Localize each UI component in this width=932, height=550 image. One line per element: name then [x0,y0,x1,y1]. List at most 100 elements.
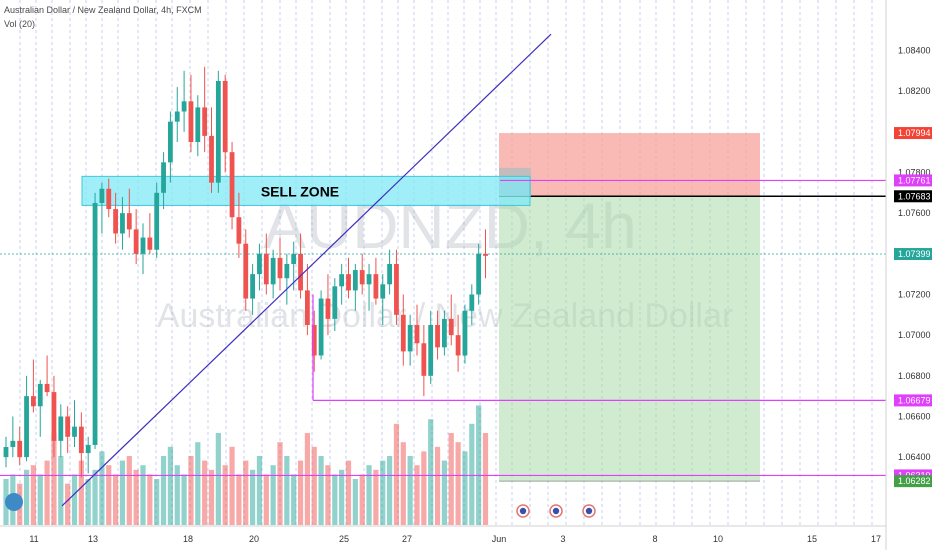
volume-bar [414,465,420,525]
candle-body [483,253,488,256]
candle-body [133,229,139,254]
short-position-tool[interactable] [499,133,886,482]
volume-bar [119,460,126,525]
candle-body [99,188,105,203]
candle-body [448,318,454,336]
volume-bar [243,460,249,525]
price-tag-label: 1.06679 [898,395,931,405]
price-tag-box[interactable] [894,127,932,140]
candle-body [373,274,379,299]
trend-line[interactable] [61,33,552,507]
price-tick-label: 1.06600 [898,411,931,421]
volume-bar [174,465,180,525]
horizontal-levels[interactable] [0,179,886,477]
volume-bar [58,456,64,525]
candle-body [92,202,98,445]
candle-body [462,310,468,356]
stop-loss-area[interactable] [499,133,760,197]
price-tag-label: 1.06282 [898,476,931,486]
candle-body [421,343,427,376]
candle-body [195,107,201,142]
price-tick-label: 1.06400 [898,452,931,462]
candle-body [305,290,310,325]
time-axis[interactable]: 11 13 18 20 25 27 Jun 3 8 10 15 17 [0,525,886,544]
volume-bar [229,446,235,525]
candle-body [181,101,187,112]
event-dot [552,507,560,515]
volume-bar [71,474,78,525]
volume-bar [188,456,194,525]
price-tag-label: 1.07761 [898,175,931,185]
candle-body [140,237,146,254]
volume-bar [167,446,173,525]
volume-bar [482,433,489,525]
candlesticks [3,66,488,478]
price-tag-box[interactable] [894,475,932,488]
volume-bar [256,456,263,525]
candle-body [51,392,57,441]
economic-events[interactable] [5,493,596,518]
volume-bar [215,433,221,525]
price-tag-box[interactable] [894,190,932,203]
candle-body [209,135,214,183]
volume-bar [448,433,454,525]
volume-bars [3,405,489,525]
candle-body [17,440,23,458]
volume-indicator-label[interactable]: Vol (20) [4,19,36,29]
volume-bar [30,465,36,525]
volume-bar [208,469,215,525]
price-tick-label: 1.07800 [898,167,931,177]
time-tick-label: 18 [183,534,193,544]
candle-body [263,253,269,285]
volume-bar [277,442,283,525]
volume-bar [339,469,345,525]
price-tag-box[interactable] [894,248,932,261]
price-axis[interactable]: 1.08400 1.08200 1.07800 1.07600 1.07200 1.070… [885,0,932,550]
price-tick-label: 1.08200 [898,86,931,96]
volume-bar [359,474,365,525]
event-dot [519,507,527,515]
candle-body [325,298,331,319]
time-tick-label: 20 [249,534,259,544]
volume-bar [476,405,482,525]
volume-bar [291,474,297,525]
sell-zone-box[interactable]: SELL ZONE [81,175,531,206]
candle-body [24,396,29,458]
volume-bar [311,446,317,525]
chart-legend: Australian Dollar / New Zealand Dollar, … [4,3,202,31]
volume-bar [304,433,310,525]
candle-body [476,253,482,295]
candle-body [291,253,297,264]
candle-body [359,270,365,285]
time-tick-label: 3 [560,534,565,544]
trend-line-segment[interactable] [61,33,552,507]
volume-bar [92,469,98,525]
candle-body [147,237,153,250]
time-tick-label: 17 [871,534,881,544]
volume-bar [147,474,153,525]
price-tag-box[interactable] [894,174,932,187]
volume-bar [469,423,475,525]
volume-bar [284,456,290,525]
candle-body [270,257,276,285]
candle-body [380,284,386,299]
candle-body [10,440,16,447]
candle-body [174,111,180,122]
price-tag-box[interactable] [894,394,932,407]
candle-body [31,396,36,407]
volume-bar [202,460,208,525]
volume-bar [23,469,30,525]
candle-body [414,324,420,344]
volume-bar [297,460,304,525]
volume-bar [400,442,406,525]
time-tick-label: 13 [88,534,98,544]
candle-body [106,188,112,210]
candle-body [154,192,160,250]
candle-body [435,324,440,348]
take-profit-area[interactable] [499,196,760,482]
time-tick-label: 10 [713,534,723,544]
symbol-title[interactable]: Australian Dollar / New Zealand Dollar, … [4,5,202,15]
volume-bar [65,483,71,525]
candle-body [394,263,399,315]
